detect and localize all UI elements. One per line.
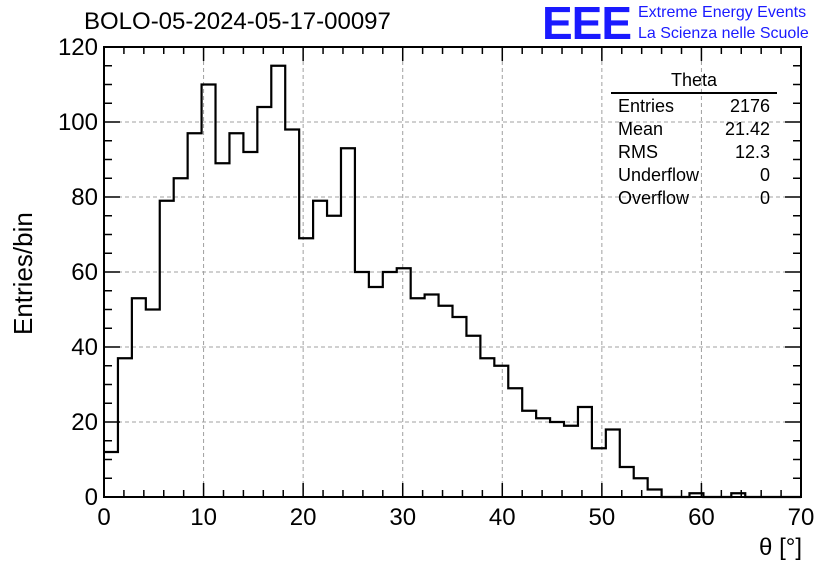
grid-lines <box>104 47 801 497</box>
x-tick-label: 0 <box>97 504 110 531</box>
stats-row-overflow: Overflow 0 <box>611 188 777 211</box>
y-tick-label: 80 <box>71 184 98 211</box>
x-tick-label: 60 <box>688 504 715 531</box>
stats-value: 0 <box>759 165 770 185</box>
stats-row-mean: Mean 21.42 <box>611 119 777 142</box>
stats-title: Theta <box>611 70 777 94</box>
stats-row-entries: Entries 2176 <box>611 96 777 119</box>
y-tick-label: 100 <box>58 109 98 136</box>
y-tick-label: 40 <box>71 334 98 361</box>
stats-row-rms: RMS 12.3 <box>611 142 777 165</box>
stats-label: Mean <box>618 119 664 139</box>
axis-ticks <box>103 46 802 498</box>
stats-label: Underflow <box>618 165 700 185</box>
y-tick-label: 120 <box>58 34 98 61</box>
tick-labels: 0 10 20 30 40 50 60 70 0 20 40 60 80 100 120 <box>58 34 814 531</box>
y-axis-label: Entries/bin <box>8 212 38 335</box>
logo-line-2: La Scienza nelle Scuole <box>638 25 809 42</box>
x-tick-label: 40 <box>489 504 516 531</box>
stats-value: 12.3 <box>734 142 770 162</box>
stats-label: Entries <box>618 96 675 116</box>
stats-label: Overflow <box>618 188 690 208</box>
y-tick-label: 0 <box>85 484 98 511</box>
stats-row-underflow: Underflow 0 <box>611 165 777 188</box>
chart-title: BOLO-05-2024-05-17-00097 <box>84 8 391 35</box>
stats-box: Theta Entries 2176 Mean 21.42 RMS 12.3 U… <box>611 70 777 211</box>
x-tick-label: 50 <box>589 504 616 531</box>
x-axis-label: θ [°] <box>759 534 802 561</box>
y-tick-label: 20 <box>71 409 98 436</box>
eee-logo: EEE <box>542 0 632 49</box>
x-tick-label: 20 <box>290 504 317 531</box>
histogram-series-line <box>104 64 801 499</box>
stats-value: 2176 <box>729 96 770 116</box>
stats-value: 21.42 <box>724 119 770 139</box>
x-tick-label: 70 <box>788 504 815 531</box>
x-tick-label: 10 <box>190 504 217 531</box>
stats-label: RMS <box>618 142 658 162</box>
stats-value: 0 <box>759 188 770 208</box>
x-tick-label: 30 <box>389 504 416 531</box>
logo-line-1: Extreme Energy Events <box>638 4 807 21</box>
y-tick-label: 60 <box>71 259 98 286</box>
